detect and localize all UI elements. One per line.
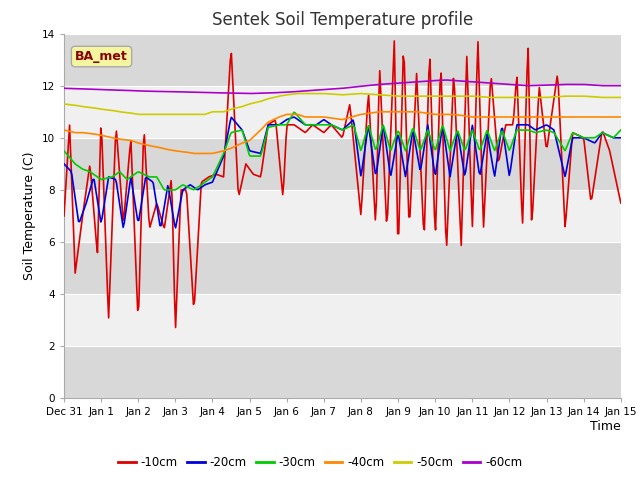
-50cm <box>60 101 68 107</box>
-40cm <box>376 109 383 115</box>
-30cm <box>290 109 298 115</box>
-30cm <box>519 127 527 133</box>
-50cm <box>519 95 527 100</box>
Bar <box>64 346 621 398</box>
-30cm <box>161 187 168 193</box>
-50cm <box>135 111 143 117</box>
-50cm <box>617 95 625 100</box>
-10cm <box>519 220 527 226</box>
-50cm <box>364 91 371 97</box>
-50cm <box>294 91 302 96</box>
-50cm <box>394 93 401 99</box>
-60cm <box>326 86 333 92</box>
-40cm <box>606 114 614 120</box>
-60cm <box>606 83 614 89</box>
-50cm <box>330 91 338 97</box>
-60cm <box>393 80 401 86</box>
Line: -20cm: -20cm <box>64 117 621 228</box>
Bar <box>64 86 621 138</box>
-60cm <box>617 83 625 89</box>
Line: -10cm: -10cm <box>64 41 621 327</box>
-20cm <box>519 122 527 128</box>
Line: -40cm: -40cm <box>64 112 621 154</box>
Bar <box>64 294 621 346</box>
-40cm <box>191 151 198 156</box>
Line: -60cm: -60cm <box>64 80 621 94</box>
Line: -30cm: -30cm <box>64 112 621 190</box>
Bar <box>64 242 621 294</box>
-30cm <box>617 127 625 133</box>
-40cm <box>60 127 68 133</box>
Bar <box>64 190 621 242</box>
-10cm <box>326 124 333 130</box>
Title: Sentek Soil Temperature profile: Sentek Soil Temperature profile <box>212 11 473 29</box>
-40cm <box>326 115 333 120</box>
-50cm <box>606 95 614 100</box>
-20cm <box>60 161 68 167</box>
-60cm <box>329 86 337 92</box>
-10cm <box>390 38 398 44</box>
Text: BA_met: BA_met <box>75 50 128 63</box>
-10cm <box>60 213 68 219</box>
-60cm <box>362 83 370 89</box>
-20cm <box>394 132 401 138</box>
-30cm <box>394 128 401 134</box>
-10cm <box>362 121 370 127</box>
-20cm <box>290 114 298 120</box>
-40cm <box>394 109 401 115</box>
-40cm <box>519 114 527 120</box>
-60cm <box>60 85 68 91</box>
-20cm <box>172 225 179 231</box>
-30cm <box>330 123 338 129</box>
-30cm <box>60 148 68 154</box>
X-axis label: Time: Time <box>590 420 621 433</box>
Legend: -10cm, -20cm, -30cm, -40cm, -50cm, -60cm: -10cm, -20cm, -30cm, -40cm, -50cm, -60cm <box>113 452 527 474</box>
-20cm <box>617 135 625 141</box>
Bar <box>64 138 621 190</box>
-60cm <box>519 83 527 88</box>
Line: -50cm: -50cm <box>64 94 621 114</box>
-30cm <box>327 122 335 128</box>
Bar <box>64 34 621 86</box>
-60cm <box>443 77 451 83</box>
-30cm <box>364 125 371 131</box>
-40cm <box>362 111 370 117</box>
-20cm <box>327 121 335 127</box>
-50cm <box>327 91 335 97</box>
-30cm <box>606 133 614 139</box>
-10cm <box>329 124 337 130</box>
-40cm <box>617 114 625 120</box>
-60cm <box>245 91 253 96</box>
-10cm <box>617 200 625 206</box>
-20cm <box>364 128 371 134</box>
-40cm <box>329 115 337 121</box>
-10cm <box>172 324 179 330</box>
-10cm <box>606 148 614 154</box>
-20cm <box>606 133 614 139</box>
-10cm <box>394 231 401 237</box>
-20cm <box>330 123 338 129</box>
Y-axis label: Soil Temperature (C): Soil Temperature (C) <box>23 152 36 280</box>
